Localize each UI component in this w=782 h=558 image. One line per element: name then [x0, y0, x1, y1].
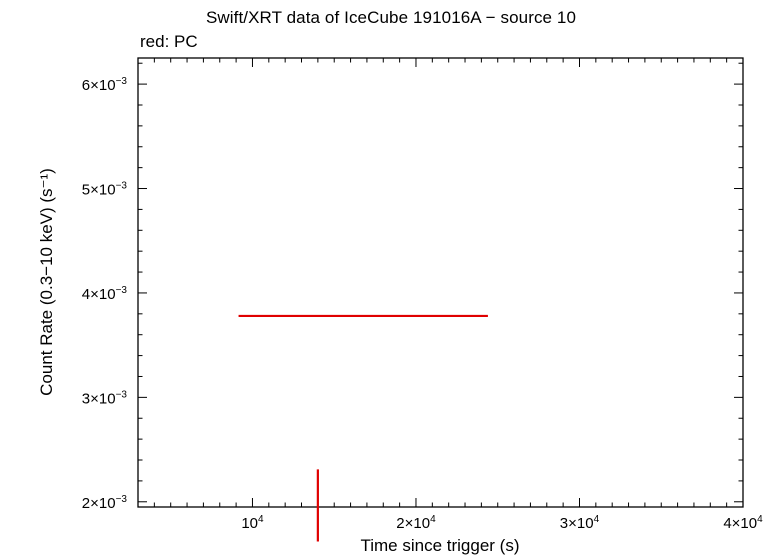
x-tick-label: 104 [241, 514, 264, 532]
x-tick-label: 2×104 [396, 514, 436, 532]
y-tick-label: 4×10−3 [82, 285, 128, 303]
chart-subtitle: red: PC [140, 32, 198, 51]
y-tick-label: 3×10−3 [82, 389, 128, 407]
y-tick-label: 2×10−3 [82, 494, 128, 512]
y-axis-label: Count Rate (0.3−10 keV) (s⁻¹) [37, 168, 56, 396]
x-tick-label: 4×104 [723, 514, 763, 532]
y-tick-label: 6×10−3 [82, 76, 128, 94]
x-tick-label: 3×104 [560, 514, 600, 532]
chart-title: Swift/XRT data of IceCube 191016A − sour… [205, 8, 577, 27]
x-axis-label: Time since trigger (s) [360, 536, 520, 555]
y-tick-label: 5×10−3 [82, 181, 128, 199]
plot-frame [137, 57, 744, 508]
